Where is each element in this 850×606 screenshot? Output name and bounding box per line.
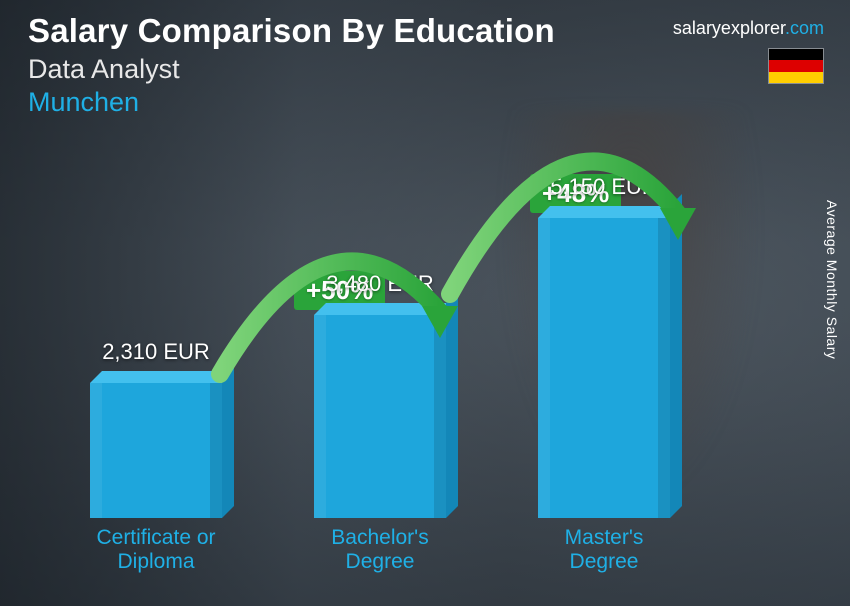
chart-subtitle: Data Analyst <box>28 54 830 85</box>
bar-top-face <box>538 206 682 218</box>
site-tld: .com <box>785 18 824 38</box>
bar-side-face <box>446 291 458 518</box>
bar-side-face <box>670 194 682 518</box>
bar-top-face <box>90 371 234 383</box>
category-label: Certificate orDiploma <box>60 526 252 574</box>
bar <box>314 315 446 518</box>
chart-location: Munchen <box>28 87 830 118</box>
bar-top-face <box>314 303 458 315</box>
flag-stripe <box>769 60 823 71</box>
bar <box>538 218 670 518</box>
site-watermark: salaryexplorer.com <box>673 18 824 39</box>
site-name: salaryexplorer <box>673 18 785 38</box>
bar <box>90 383 222 518</box>
bar-value-label: 5,150 EUR <box>528 174 680 200</box>
bar-chart: 2,310 EURCertificate orDiploma3,480 EURB… <box>80 96 780 576</box>
flag-stripe <box>769 72 823 83</box>
flag-germany <box>768 48 824 84</box>
flag-stripe <box>769 49 823 60</box>
category-label: Master'sDegree <box>508 526 700 574</box>
category-label: Bachelor'sDegree <box>284 526 476 574</box>
bar-value-label: 2,310 EUR <box>80 339 232 365</box>
bar-value-label: 3,480 EUR <box>304 271 456 297</box>
bar-side-face <box>222 359 234 518</box>
y-axis-label: Average Monthly Salary <box>824 200 840 359</box>
